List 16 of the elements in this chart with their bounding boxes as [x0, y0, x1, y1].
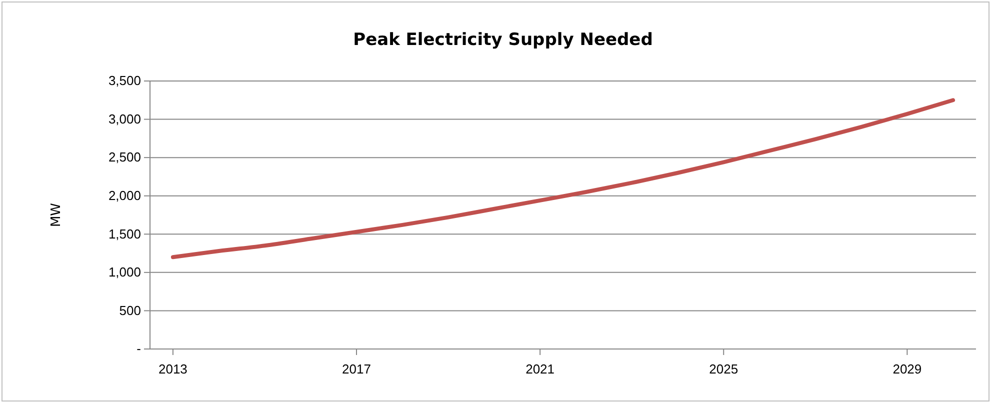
y-axis-title: MW	[49, 202, 64, 228]
x-tick-label: 2013	[158, 362, 188, 377]
x-tick-label: 2021	[526, 362, 555, 377]
x-tick-label: 2025	[709, 362, 738, 377]
y-tick-label: 2,000	[108, 188, 141, 204]
y-tick-label: 500	[119, 302, 141, 318]
x-tick-label: 2029	[892, 362, 922, 377]
chart-title: Peak Electricity Supply Needed	[353, 30, 653, 50]
y-tick-label: 3,000	[108, 111, 141, 126]
y-tick-label: 2,500	[108, 150, 141, 165]
y-tick-label: 1,500	[108, 226, 141, 242]
x-tick-label: 2017	[342, 362, 371, 377]
y-tick-label: -	[136, 341, 141, 356]
y-tick-label: 1,000	[108, 264, 141, 280]
line-series	[170, 98, 956, 260]
y-tick-label: 3,500	[108, 73, 141, 88]
